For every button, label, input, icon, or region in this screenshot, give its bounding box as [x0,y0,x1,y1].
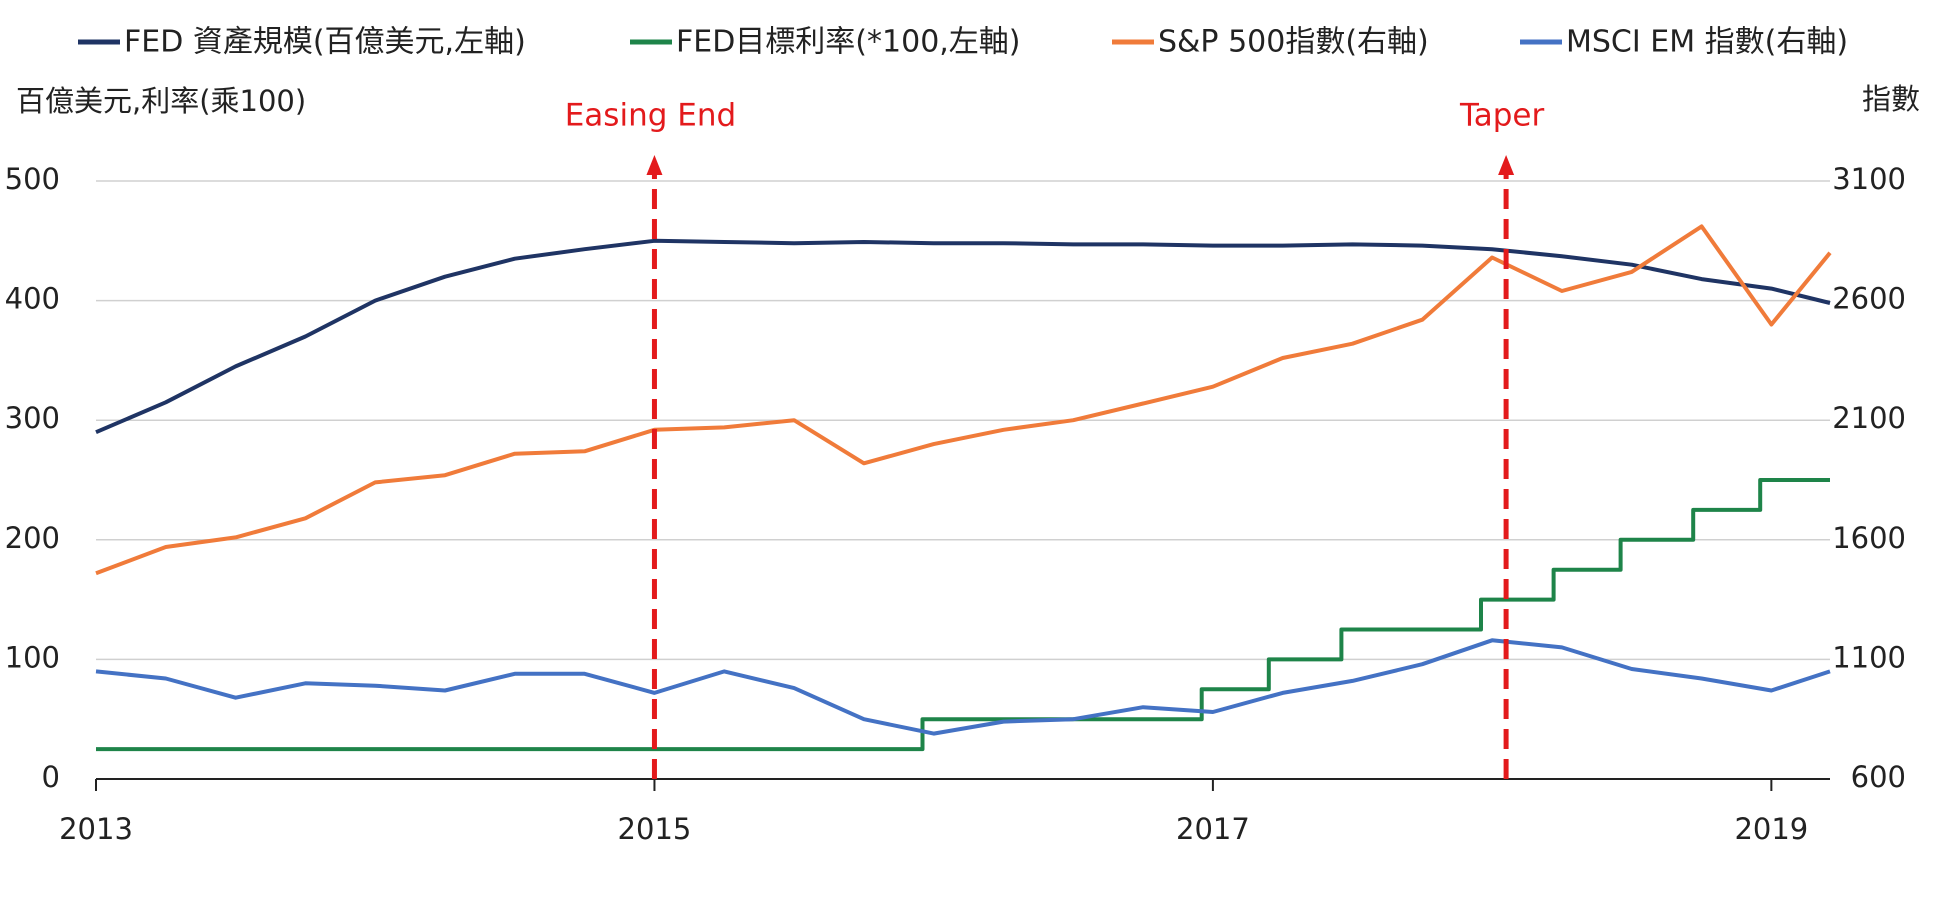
x-tick-label: 2017 [1176,812,1250,846]
y-axis-label: 百億美元,利率(乘100) [16,84,306,118]
legend-label: FED目標利率(*100,左軸) [676,25,1021,60]
series-line [96,478,1830,752]
annotation-arrowhead [646,155,663,175]
annotation-label: Taper [1459,98,1545,134]
y-tick-label: 400 [5,282,60,316]
x-tick-label: 2019 [1734,812,1808,846]
y-tick-label: 300 [5,401,60,435]
legend-label: MSCI EM 指數(右軸) [1566,25,1848,60]
series-line [95,224,1832,576]
y2-tick-label: 2100 [1832,401,1906,435]
y2-tick-label: 1600 [1832,521,1906,555]
x-tick-label: 2015 [618,812,692,846]
y2-tick-label: 2600 [1832,282,1906,316]
y-tick-label: 100 [5,640,60,674]
x-tick-label: 2013 [59,812,133,846]
y2-tick-label: 3100 [1832,162,1906,196]
legend-label: S&P 500指數(右軸) [1158,25,1429,60]
annotation-label: Easing End [565,98,736,134]
y2-tick-label: 600 [1851,760,1906,794]
series-line [95,638,1831,736]
y2-tick-label: 1100 [1832,640,1906,674]
y2-axis-label: 指數 [1862,82,1920,116]
series-line [95,238,1831,435]
y-tick-label: 0 [42,760,60,794]
y-tick-label: 200 [5,521,60,555]
y-tick-label: 500 [5,162,60,196]
annotation-arrowhead [1498,155,1515,175]
legend-label: FED 資產規模(百億美元,左軸) [124,25,526,60]
